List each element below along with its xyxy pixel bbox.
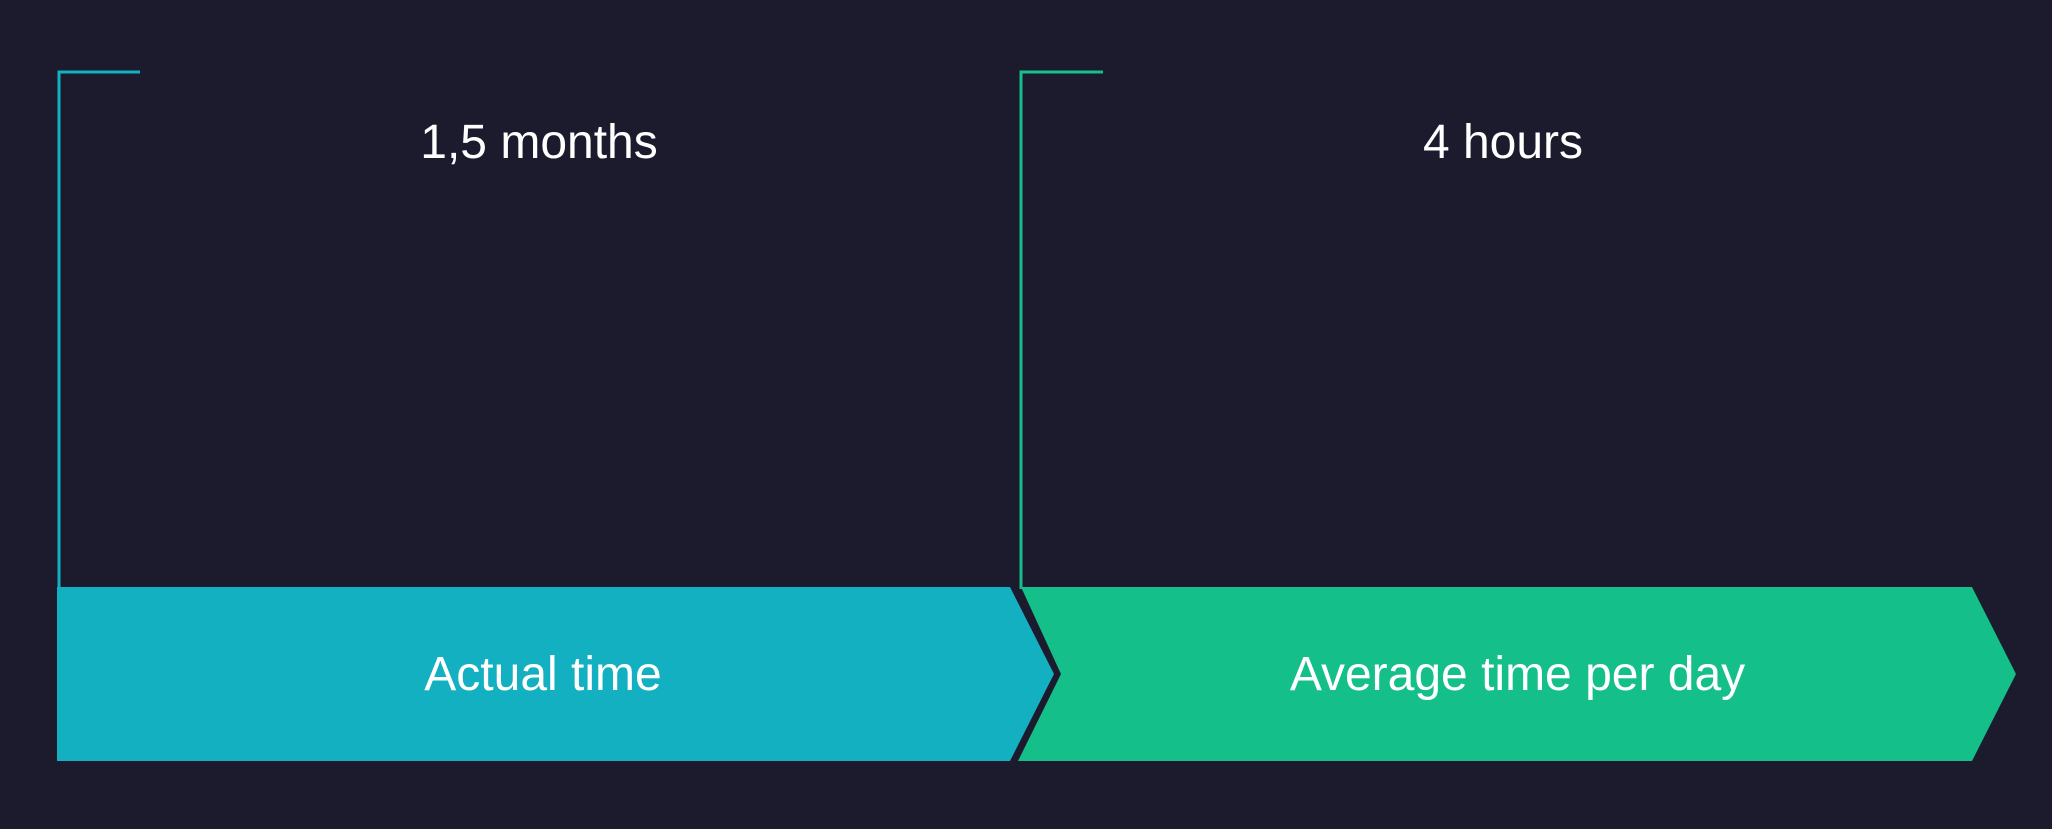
stage-2-arrow xyxy=(1018,587,2016,761)
stage-2-label: Average time per day xyxy=(1289,648,1746,701)
stage-1-arrow xyxy=(57,587,1054,761)
stage-1-label: Actual time xyxy=(424,648,662,701)
stage-1-value: 1,5 months xyxy=(420,116,658,169)
stage-1-bracket xyxy=(57,70,140,589)
stage-2-bracket xyxy=(1019,70,1103,589)
stage-2-value: 4 hours xyxy=(1422,116,1584,169)
